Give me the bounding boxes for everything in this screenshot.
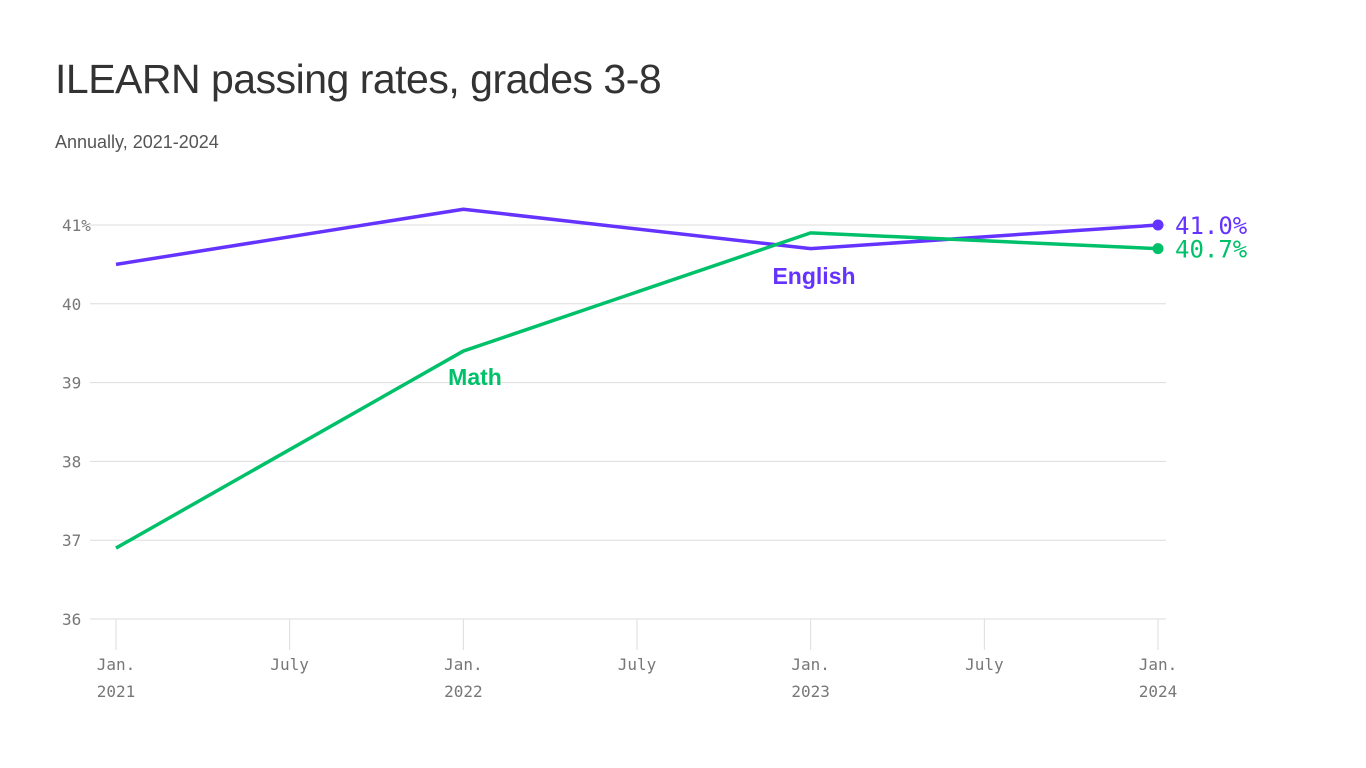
- y-tick-label: 36: [62, 610, 81, 629]
- x-tick-label: July: [270, 655, 309, 674]
- series-label-math: Math: [448, 364, 502, 390]
- chart-title: ILEARN passing rates, grades 3-8: [55, 56, 662, 102]
- chart-subtitle: Annually, 2021-2024: [55, 132, 219, 152]
- y-tick-label: 40: [62, 295, 81, 314]
- x-tick-label: Jan.: [97, 655, 136, 674]
- y-tick-label: 38: [62, 452, 81, 471]
- x-tick-label: Jan.: [791, 655, 830, 674]
- end-point-math: [1152, 243, 1164, 255]
- x-tick-year-label: 2022: [444, 682, 483, 701]
- x-tick-label: July: [965, 655, 1004, 674]
- end-point-english: [1152, 219, 1164, 231]
- end-value-label-english: 41.0%: [1175, 212, 1248, 240]
- x-tick-label: Jan.: [444, 655, 483, 674]
- y-tick-label: 37: [62, 531, 81, 550]
- x-tick-year-label: 2024: [1139, 682, 1178, 701]
- end-value-label-math: 40.7%: [1175, 236, 1248, 264]
- x-tick-year-label: 2023: [791, 682, 830, 701]
- x-tick-year-label: 2021: [97, 682, 136, 701]
- series-line-english: [115, 207, 1159, 267]
- x-tick-label: Jan.: [1139, 655, 1178, 674]
- y-tick-label: 39: [62, 374, 81, 393]
- y-tick-label: 41%: [62, 216, 91, 235]
- x-tick-label: July: [618, 655, 657, 674]
- series-label-english: English: [772, 263, 855, 289]
- series-line-math: [115, 231, 1159, 550]
